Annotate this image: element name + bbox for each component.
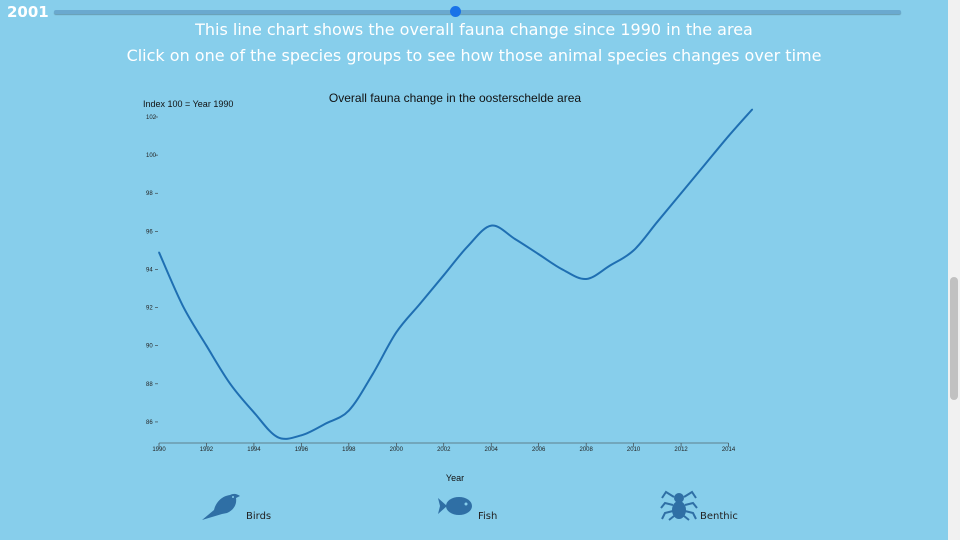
x-tick-label: 1990: [152, 447, 166, 453]
data-point: [371, 373, 374, 376]
data-point: [609, 264, 611, 267]
data-point: [490, 224, 493, 227]
data-point: [704, 163, 706, 166]
year-label: 2001: [7, 3, 49, 21]
y-tick-label: 86: [146, 420, 153, 426]
y-tick-label: 88: [146, 382, 153, 388]
x-tick-label: 1994: [247, 447, 261, 453]
species-group-label: Benthic: [700, 511, 738, 522]
y-axis: 102 100 98 96 94 92 90 88 86: [146, 115, 158, 426]
x-tick-label: 2006: [532, 447, 546, 453]
species-group-birds[interactable]: Birds: [200, 490, 271, 522]
x-tick-label: 2012: [674, 447, 688, 453]
species-group-label: Fish: [478, 511, 498, 522]
intro-text-line-1: This line chart shows the overall fauna …: [195, 20, 753, 39]
x-tick-label: 1992: [200, 447, 214, 453]
x-axis-label: Year: [446, 473, 464, 483]
x-tick-label: 1996: [295, 447, 309, 453]
data-point: [585, 278, 587, 280]
y-axis-label: Index 100 = Year 1990: [143, 99, 233, 109]
data-point: [466, 245, 469, 248]
y-tick-label: 92: [146, 306, 153, 312]
intro-text-line-2: Click on one of the species groups to se…: [126, 46, 822, 65]
x-tick-label: 2014: [722, 447, 736, 453]
data-point: [419, 302, 421, 305]
series-line: [158, 108, 754, 440]
x-tick-label: 2004: [485, 447, 499, 453]
y-tick-label: 90: [146, 344, 153, 350]
data-point: [751, 108, 754, 111]
data-point: [229, 383, 231, 385]
data-point: [276, 436, 279, 438]
data-point: [348, 409, 350, 412]
species-group-fish[interactable]: Fish: [436, 490, 497, 522]
bird-icon: [202, 493, 240, 520]
x-tick-label: 2010: [627, 447, 641, 453]
data-point: [727, 135, 730, 137]
spider-icon: [660, 490, 698, 521]
data-point: [158, 251, 160, 254]
page-scrollbar[interactable]: [948, 0, 960, 540]
y-tick-label: 98: [146, 191, 153, 197]
series-points: [158, 108, 754, 438]
data-point: [181, 304, 184, 307]
data-point: [514, 238, 516, 240]
y-tick-label: 102: [146, 115, 157, 121]
data-point: [300, 434, 303, 437]
y-tick-label: 96: [146, 229, 153, 235]
data-point: [324, 423, 326, 425]
x-tick-label: 2008: [579, 447, 593, 453]
chart-title: Overall fauna change in the oosterscheld…: [329, 91, 581, 105]
year-slider-thumb[interactable]: [450, 6, 461, 17]
data-point: [253, 411, 255, 414]
year-slider-track[interactable]: [54, 10, 901, 14]
data-point: [442, 274, 445, 276]
data-point: [205, 344, 208, 347]
data-point: [537, 253, 540, 256]
species-group-benthic[interactable]: Benthic: [660, 488, 738, 522]
data-point: [561, 268, 564, 271]
x-tick-label: 1998: [342, 447, 356, 453]
x-tick-label: 2002: [437, 447, 451, 453]
scrollbar-thumb[interactable]: [950, 277, 958, 400]
species-group-label: Birds: [246, 511, 272, 522]
fish-icon: [438, 497, 472, 515]
data-point: [680, 192, 682, 195]
y-tick-label: 94: [146, 267, 153, 273]
data-point: [656, 221, 659, 223]
x-axis: 1990 1992 1994 1996 1998 2000 2002 2004 2006 2008…: [152, 442, 736, 453]
y-tick-label: 100: [146, 153, 157, 159]
data-point: [395, 331, 398, 334]
x-tick-label: 2000: [390, 447, 404, 453]
data-point: [632, 249, 635, 252]
